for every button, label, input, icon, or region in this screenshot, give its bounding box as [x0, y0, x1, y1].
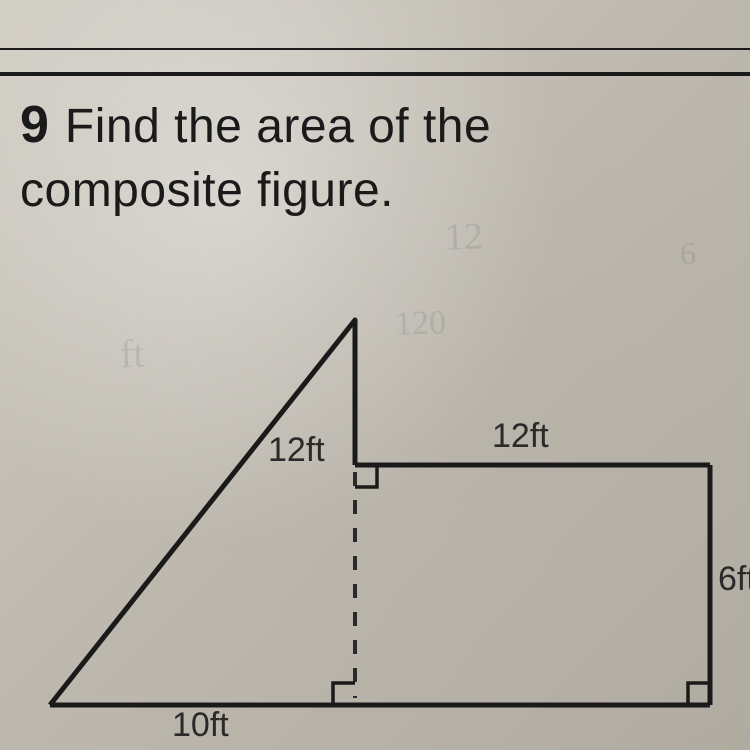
dim-label-12ft-top: 12ft	[492, 417, 549, 456]
previous-cell-edge	[0, 0, 750, 50]
question-text-1: Find the area of the	[65, 97, 491, 157]
triangle-left-and-vertical	[50, 320, 355, 705]
dim-label-10ft: 10ft	[172, 706, 229, 745]
dim-label-6ft: 6ft	[718, 560, 750, 599]
question-content: 9 Find the area of the composite figure.	[20, 95, 730, 221]
question-text-2: composite figure.	[20, 161, 730, 221]
right-angle-marker	[355, 465, 377, 487]
question-number: 9	[20, 95, 47, 155]
right-angle-marker	[688, 683, 710, 705]
dim-label-12ft-left: 12ft	[268, 431, 325, 470]
composite-figure: 12ft 12ft 6ft 10ft	[30, 310, 730, 730]
horizontal-divider	[0, 72, 750, 76]
figure-svg	[30, 310, 750, 740]
right-angle-marker	[333, 683, 355, 705]
question-line-1: 9 Find the area of the	[20, 95, 730, 157]
